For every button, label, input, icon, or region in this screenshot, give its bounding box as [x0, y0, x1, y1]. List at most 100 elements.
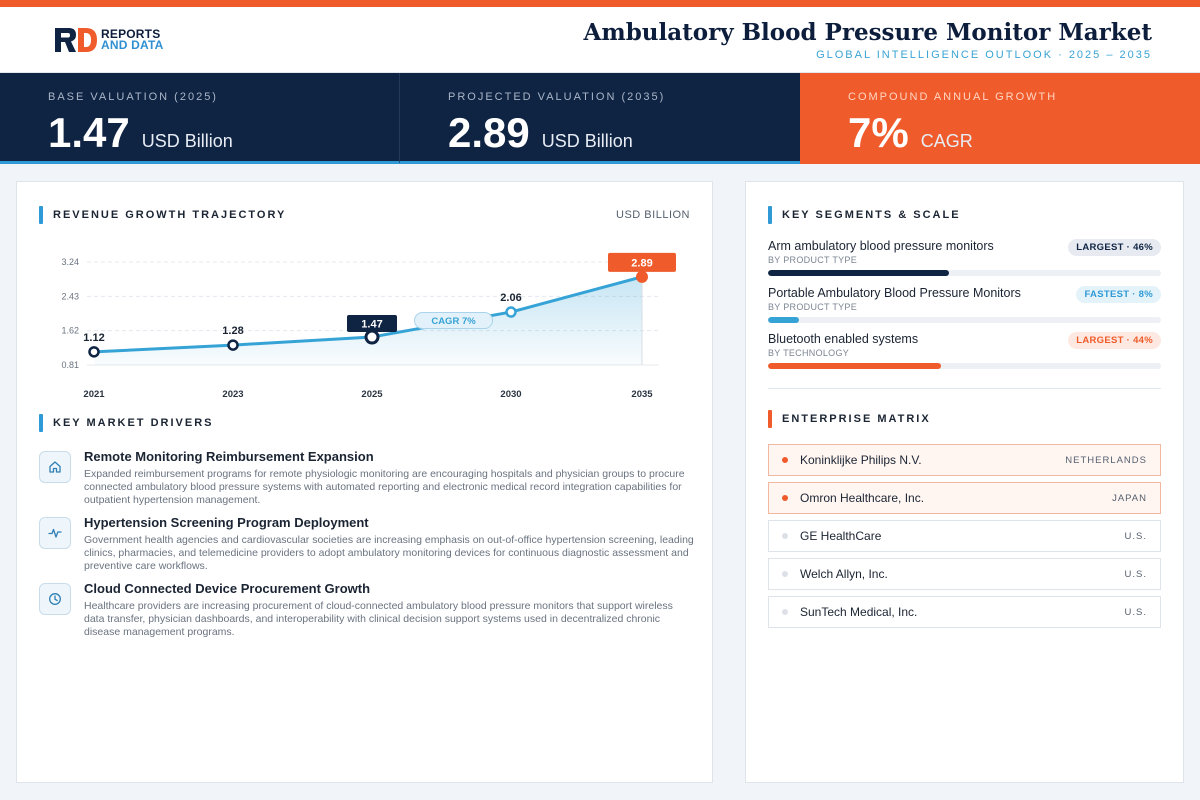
data-point: [227, 339, 239, 351]
enterprise-dot: [782, 533, 788, 539]
driver-item: Cloud Connected Device Procurement Growt…: [39, 576, 689, 642]
data-label-box: [347, 315, 397, 333]
data-label: 2.06: [500, 292, 521, 304]
driver-text: Expanded reimbursement programs for remo…: [84, 468, 685, 506]
kpi-value: 7%: [848, 109, 909, 156]
kpi-base-valuation: BASE VALUATION (2025) 1.47 USD Billion: [0, 73, 400, 164]
y-tick-label: 1.62: [61, 326, 79, 336]
page-title: Ambulatory Blood Pressure Monitor Market: [583, 19, 1152, 46]
page-subtitle: GLOBAL INTELLIGENCE OUTLOOK · 2025 – 203…: [816, 49, 1152, 61]
segment-name: Bluetooth enabled systems: [768, 332, 919, 346]
kpi-label: COMPOUND ANNUAL GROWTH: [848, 91, 1058, 103]
x-tick-label: 2035: [631, 389, 653, 400]
enterprise-row: GE HealthCare U.S.: [768, 520, 1161, 552]
x-tick-label: 2021: [83, 389, 105, 400]
enterprise-country: JAPAN: [1112, 492, 1147, 504]
segment-category: BY TECHNOLOGY: [768, 348, 850, 358]
enterprise-row: Welch Allyn, Inc. U.S.: [768, 558, 1161, 590]
logo-line-2: AND DATA: [101, 38, 164, 52]
segment-track: [768, 363, 1161, 369]
kpi-projected-valuation: PROJECTED VALUATION (2035) 2.89 USD Billi…: [400, 73, 800, 164]
enterprise-dot: [782, 571, 788, 577]
segment-category: BY PRODUCT TYPE: [768, 302, 858, 312]
logo-text: REPORTS AND DATA: [101, 27, 164, 52]
segments-section-title: KEY SEGMENTS & SCALE: [768, 206, 961, 224]
segment-item: Portable Ambulatory Blood Pressure Monit…: [768, 286, 1161, 323]
enterprise-country: U.S.: [1124, 530, 1147, 542]
segment-name: Arm ambulatory blood pressure monitors: [768, 239, 994, 253]
segments-section-title-text: KEY SEGMENTS & SCALE: [782, 209, 961, 221]
x-tick-label: 2025: [361, 389, 383, 400]
driver-item: Remote Monitoring Reimbursement Expansio…: [39, 444, 689, 510]
data-point: [88, 346, 100, 358]
data-label-box: [608, 252, 676, 272]
segment-badge: FASTEST · 8%: [1076, 286, 1161, 303]
enterprise-country: NETHERLANDS: [1065, 454, 1147, 466]
logo-line-1: REPORTS: [101, 27, 161, 41]
data-point: [364, 329, 380, 345]
enterprise-name: GE HealthCare: [800, 529, 882, 543]
logo-mark-icon: [55, 28, 97, 52]
chart-area: [94, 276, 642, 365]
y-tick-label: 2.43: [61, 291, 79, 301]
data-label: 1.47: [361, 319, 382, 331]
drivers-list: Remote Monitoring Reimbursement Expansio…: [39, 444, 694, 642]
data-point: [636, 270, 648, 283]
enterprise-name: Omron Healthcare, Inc.: [800, 491, 925, 505]
cagr-badge-text: CAGR 7%: [431, 316, 476, 327]
drivers-section-title: KEY MARKET DRIVERS: [39, 414, 213, 432]
y-tick-label: 3.24: [61, 257, 79, 267]
segment-track: [768, 317, 1161, 323]
kpi-value: 1.47: [48, 109, 130, 156]
enterprise-section-title: ENTERPRISE MATRIX: [768, 410, 931, 428]
enterprise-dot: [782, 609, 788, 615]
enterprise-row: SunTech Medical, Inc. U.S.: [768, 596, 1161, 628]
segment-badge: LARGEST · 46%: [1068, 239, 1161, 256]
header: REPORTS AND DATA Ambulatory Blood Pressu…: [0, 7, 1200, 73]
data-label: 2.89: [631, 257, 652, 269]
kpi-unit: CAGR: [920, 131, 973, 151]
segment-track: [768, 270, 1161, 276]
kpi-label: BASE VALUATION (2025): [48, 91, 218, 103]
enterprise-name: Welch Allyn, Inc.: [800, 567, 888, 581]
segment-badge: LARGEST · 44%: [1068, 332, 1161, 349]
x-tick-label: 2030: [500, 389, 521, 400]
enterprise-row: Koninklijke Philips N.V. NETHERLANDS: [768, 444, 1161, 476]
segment-fill: [768, 363, 941, 369]
kpi-unit: USD Billion: [541, 131, 633, 151]
enterprise-name: Koninklijke Philips N.V.: [800, 453, 922, 467]
segment-name: Portable Ambulatory Blood Pressure Monit…: [768, 286, 1021, 300]
kpi-strip: BASE VALUATION (2025) 1.47 USD Billion PR…: [0, 73, 1200, 164]
data-point: [505, 306, 517, 318]
trajectory-card: REVENUE GROWTH TRAJECTORY USD BILLION 0.…: [16, 181, 713, 783]
segment-item: Bluetooth enabled systems BY TECHNOLOGY …: [768, 332, 1161, 369]
kpi-unit: USD Billion: [141, 131, 233, 151]
top-accent-bar: [0, 0, 1200, 7]
driver-title: Cloud Connected Device Procurement Growt…: [84, 581, 371, 596]
enterprise-row: Omron Healthcare, Inc. JAPAN: [768, 482, 1161, 514]
drivers-section-title-text: KEY MARKET DRIVERS: [53, 417, 214, 429]
enterprise-section-title-text: ENTERPRISE MATRIX: [782, 413, 931, 425]
clock-icon: [39, 583, 71, 615]
data-label: 1.12: [83, 332, 104, 344]
section-accent: [39, 206, 43, 224]
segment-category: BY PRODUCT TYPE: [768, 255, 858, 265]
section-accent: [768, 206, 772, 224]
driver-title: Hypertension Screening Program Deploymen…: [84, 515, 369, 530]
data-label: 1.28: [222, 325, 243, 337]
x-tick-label: 2023: [222, 389, 243, 400]
y-tick-label: 0.81: [61, 360, 79, 370]
chart-section-title-text: REVENUE GROWTH TRAJECTORY: [53, 209, 287, 221]
kpi-value: 2.89: [448, 109, 530, 156]
cagr-badge: CAGR 7%: [414, 312, 493, 330]
enterprise-country: U.S.: [1124, 606, 1147, 618]
driver-title: Remote Monitoring Reimbursement Expansio…: [84, 449, 374, 464]
segment-fill: [768, 317, 800, 323]
driver-item: Hypertension Screening Program Deploymen…: [39, 510, 694, 576]
logo: REPORTS AND DATA: [55, 28, 163, 52]
kpi-cagr: COMPOUND ANNUAL GROWTH 7% CAGR: [800, 73, 1200, 164]
enterprise-dot: [782, 457, 788, 463]
chart-unit-label: USD BILLION: [616, 209, 690, 221]
segment-item: Arm ambulatory blood pressure monitors B…: [768, 239, 1161, 276]
driver-text: Government health agencies and cardiovas…: [84, 534, 694, 572]
